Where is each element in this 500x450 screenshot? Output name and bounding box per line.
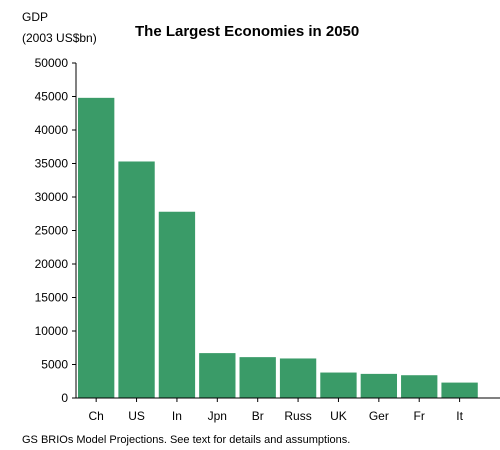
chart-title: The Largest Economies in 2050	[135, 23, 359, 40]
y-tick-label: 20000	[35, 257, 69, 271]
bar-russ	[279, 358, 317, 398]
bar-uk	[320, 372, 357, 398]
bars-group	[78, 97, 478, 398]
x-tick-label-it: It	[456, 409, 463, 423]
y-axis-ticks: 0 5000 10000 15000 20000 25000 30000 35000 40000…	[35, 56, 76, 405]
x-axis-tick-labels: Ch US In Jpn Br Russ UK Ger Fr It	[88, 398, 464, 423]
x-tick-label-us: US	[128, 409, 145, 423]
y-tick-label: 30000	[35, 190, 69, 204]
y-tick-label: 25000	[35, 224, 69, 238]
bar-br	[239, 357, 276, 398]
bar-fr	[401, 375, 438, 398]
y-tick-label: 10000	[35, 324, 69, 338]
bar-it	[441, 382, 478, 398]
x-tick-label-uk: UK	[330, 409, 347, 423]
y-axis-label-line2: (2003 US$bn)	[22, 31, 97, 45]
x-tick-label-in: In	[172, 409, 182, 423]
y-tick-label: 15000	[35, 291, 69, 305]
y-tick-label: 35000	[35, 157, 69, 171]
y-axis-label-line1: GDP	[22, 10, 48, 24]
y-tick-label: 5000	[41, 358, 68, 372]
x-tick-label-jpn: Jpn	[208, 409, 227, 423]
x-tick-label-ch: Ch	[88, 409, 103, 423]
bar-in	[158, 211, 196, 398]
bar-us	[118, 161, 155, 398]
y-tick-label: 40000	[35, 123, 69, 137]
y-tick-label: 50000	[35, 56, 69, 70]
y-tick-label: 0	[61, 391, 68, 405]
x-tick-label-ger: Ger	[369, 409, 389, 423]
x-tick-label-br: Br	[252, 409, 264, 423]
x-tick-label-fr: Fr	[414, 409, 425, 423]
y-tick-label: 45000	[35, 90, 69, 104]
bar-ch	[78, 97, 115, 398]
x-tick-label-russ: Russ	[284, 409, 311, 423]
bar-jpn	[199, 353, 236, 398]
bar-ger	[360, 373, 398, 398]
source-note: GS BRIOs Model Projections. See text for…	[22, 434, 350, 446]
